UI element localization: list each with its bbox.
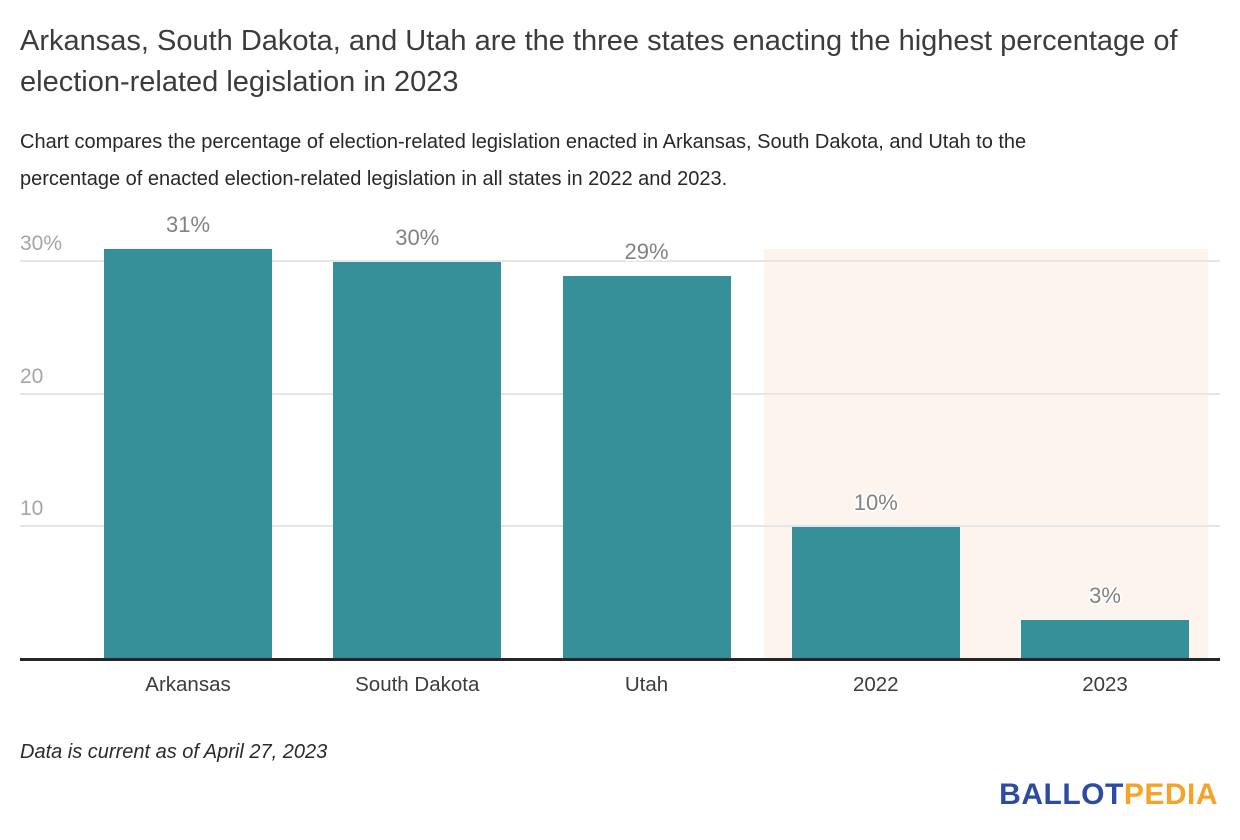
ballotpedia-logo: BALLOTPEDIA — [999, 778, 1218, 812]
y-axis-label-30: 30% — [20, 232, 63, 256]
footnote: Data is current as of April 27, 2023 — [20, 741, 328, 763]
logo-text-pedia: PEDIA — [1123, 778, 1218, 811]
value-label-2022: 10% — [853, 490, 898, 515]
value-label-utah: 29% — [624, 239, 669, 264]
x-axis-label-arkansas: Arkansas — [145, 673, 231, 696]
value-label-arkansas: 31% — [165, 212, 211, 237]
chart-title: Arkansas, South Dakota, and Utah are the… — [20, 25, 1178, 98]
y-axis-label-10: 10 — [20, 497, 44, 521]
bar-south-dakota — [333, 262, 502, 660]
bar-utah — [562, 276, 731, 660]
x-axis-label-2023: 2023 — [1082, 673, 1128, 696]
y-axis-label-20: 20 — [20, 364, 44, 388]
bar-2023 — [1021, 620, 1189, 660]
x-axis-label-utah: Utah — [624, 673, 669, 696]
bar-arkansas — [104, 249, 272, 660]
value-label-2023: 3% — [1089, 583, 1121, 608]
x-axis-label-south-dakota: South Dakota — [355, 673, 480, 696]
value-label-south-dakota: 30% — [395, 225, 440, 250]
logo-text-ballot: BALLOT — [999, 778, 1124, 811]
x-axis-line — [20, 658, 1220, 661]
bar-2022 — [791, 527, 960, 660]
gridline-30 — [20, 260, 1220, 263]
x-axis-label-2022: 2022 — [852, 673, 899, 696]
chart-subtitle: Chart compares the percentage of electio… — [20, 131, 1027, 190]
